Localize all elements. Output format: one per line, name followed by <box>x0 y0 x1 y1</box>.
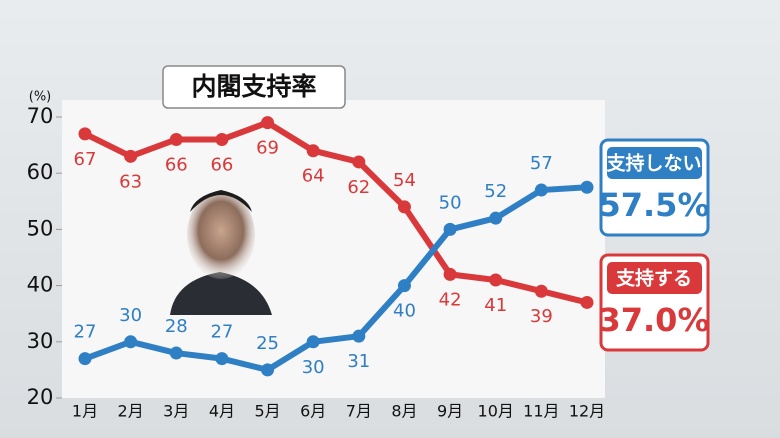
data-label: 50 <box>439 192 462 213</box>
data-label: 63 <box>119 171 142 192</box>
callout-header <box>607 262 702 294</box>
data-label: 25 <box>256 333 279 354</box>
data-label: 69 <box>256 138 279 159</box>
data-label: 66 <box>210 154 233 175</box>
series-line <box>83 184 588 373</box>
data-label: 30 <box>119 305 142 326</box>
x-tick-label: 4月 <box>209 402 235 421</box>
data-label: 62 <box>347 177 370 198</box>
data-label: 67 <box>74 149 97 170</box>
x-tick-label: 11月 <box>523 402 559 421</box>
y-tick-label: 40 <box>27 273 54 297</box>
data-label: 30 <box>302 357 325 378</box>
data-point <box>261 363 275 377</box>
x-tick-label: 7月 <box>346 402 372 421</box>
data-label: 39 <box>530 306 553 327</box>
data-label: 28 <box>165 316 188 337</box>
x-tick-label: 10月 <box>478 402 514 421</box>
data-point <box>580 295 594 309</box>
data-label: 66 <box>165 154 188 175</box>
data-point <box>397 200 411 214</box>
data-label: 54 <box>393 170 416 191</box>
data-point <box>534 183 548 197</box>
data-point <box>124 149 138 163</box>
callout-value: 57.5% <box>598 186 709 224</box>
x-tick-label: 2月 <box>118 402 144 421</box>
x-tick-label: 9月 <box>437 402 463 421</box>
x-tick-label: 8月 <box>391 402 417 421</box>
data-point <box>443 267 457 281</box>
y-tick-label: 20 <box>27 385 54 409</box>
y-tick-label: 70 <box>27 104 54 128</box>
y-tick-label: 50 <box>27 216 54 240</box>
series-line <box>83 119 588 306</box>
data-point <box>306 335 320 349</box>
data-point <box>352 329 366 343</box>
x-tick-label: 1月 <box>72 402 98 421</box>
data-point <box>169 132 183 146</box>
data-point <box>443 222 457 236</box>
data-point <box>534 284 548 298</box>
data-point <box>124 335 138 349</box>
data-label: 27 <box>210 322 233 343</box>
x-tick-label: 6月 <box>300 402 326 421</box>
callout-name: 支持する <box>615 267 692 290</box>
data-point <box>78 352 92 366</box>
data-point <box>215 132 229 146</box>
x-tick-label: 3月 <box>163 402 189 421</box>
title-box <box>162 65 346 109</box>
y-tick-label: 30 <box>27 329 54 353</box>
callout-header <box>607 147 702 179</box>
data-point <box>261 116 275 130</box>
data-point <box>306 144 320 158</box>
data-label: 64 <box>302 166 325 187</box>
chart-title: 内閣支持率 <box>191 72 316 101</box>
data-point <box>397 279 411 293</box>
callout-value: 37.0% <box>598 301 709 339</box>
data-label: 52 <box>484 181 507 202</box>
data-point <box>580 180 594 194</box>
x-tick-label: 12月 <box>569 402 605 421</box>
data-label: 42 <box>439 289 462 310</box>
y-axis-label: (%) <box>29 90 52 105</box>
plot-area <box>62 100 605 398</box>
data-label: 31 <box>347 351 370 372</box>
data-point <box>169 346 183 360</box>
x-tick-label: 5月 <box>254 402 280 421</box>
callout-name: 支持しない <box>605 152 701 175</box>
data-point <box>78 127 92 141</box>
data-label: 27 <box>74 322 97 343</box>
data-label: 40 <box>393 301 416 322</box>
photo <box>170 190 272 315</box>
data-point <box>352 155 366 169</box>
data-point <box>489 273 503 287</box>
data-label: 57 <box>530 153 553 174</box>
y-tick-label: 60 <box>27 160 54 184</box>
data-point <box>489 211 503 225</box>
data-point <box>215 352 229 366</box>
data-label: 41 <box>484 295 507 316</box>
